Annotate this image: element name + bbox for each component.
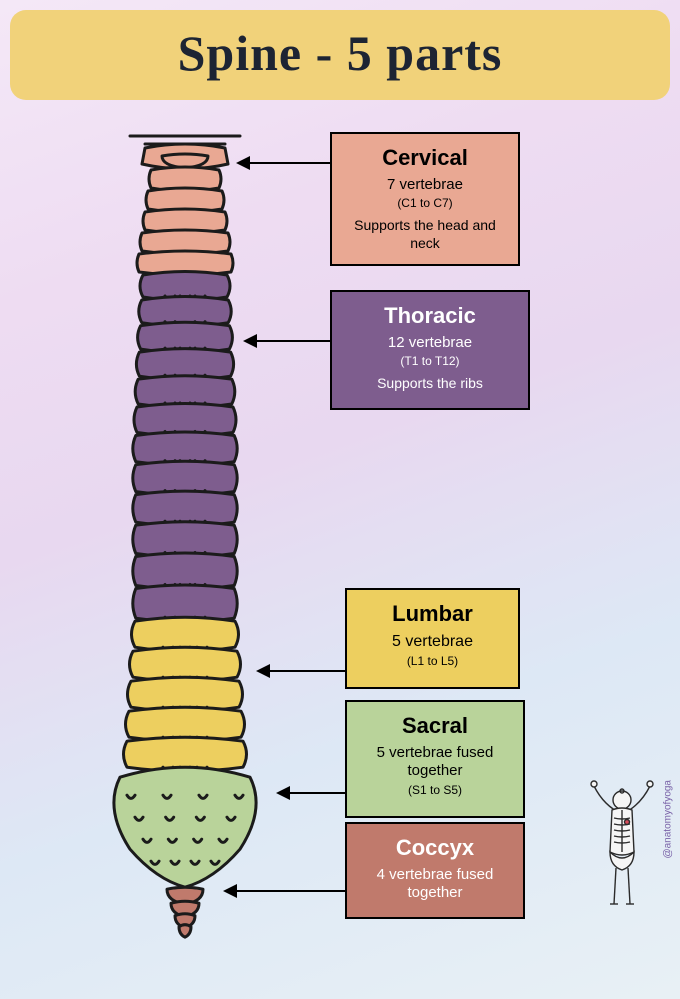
sacral-card: Sacral 5 vertebrae fused together(S1 to S… xyxy=(345,700,525,818)
cervical-arrow xyxy=(238,162,330,164)
lumbar-count: 5 vertebrae xyxy=(355,632,510,652)
thoracic-arrow xyxy=(245,340,330,342)
cervical-card: Cervical 7 vertebrae(C1 to C7) Supports th… xyxy=(330,132,520,266)
diagram-stage: @anatomyofyoga Cervical 7 vertebrae(C1 to… xyxy=(0,110,680,980)
thoracic-range: (T1 to T12) xyxy=(340,354,520,369)
coccyx-card: Coccyx 4 vertebrae fused together xyxy=(345,822,525,919)
title-bar: Spine - 5 parts xyxy=(10,10,670,100)
cervical-name: Cervical xyxy=(340,144,510,172)
cervical-func: Supports the head and neck xyxy=(340,217,510,252)
coccyx-arrow xyxy=(225,890,345,892)
human-figure-icon xyxy=(582,780,662,910)
lumbar-range: (L1 to L5) xyxy=(355,654,510,669)
thoracic-func: Supports the ribs xyxy=(340,375,520,393)
cervical-count: 7 vertebrae xyxy=(340,176,510,195)
credit-text: @anatomyofyoga xyxy=(663,780,674,859)
thoracic-count: 12 vertebrae xyxy=(340,334,520,353)
lumbar-arrow xyxy=(258,670,345,672)
lumbar-name: Lumbar xyxy=(355,600,510,628)
thoracic-card: Thoracic 12 vertebrae(T1 to T12) Supports … xyxy=(330,290,530,410)
coccyx-count: 4 vertebrae fused together xyxy=(355,866,515,904)
lumbar-card: Lumbar 5 vertebrae (L1 to L5) xyxy=(345,588,520,689)
coccyx-name: Coccyx xyxy=(355,834,515,862)
cervical-range: (C1 to C7) xyxy=(340,196,510,211)
sacral-arrow xyxy=(278,792,345,794)
spine-illustration xyxy=(90,130,280,950)
thoracic-name: Thoracic xyxy=(340,302,520,330)
sacral-count: 5 vertebrae fused together xyxy=(355,744,515,782)
sacral-range: (S1 to S5) xyxy=(355,783,515,798)
page-title: Spine - 5 parts xyxy=(28,24,652,82)
sacral-name: Sacral xyxy=(355,712,515,740)
